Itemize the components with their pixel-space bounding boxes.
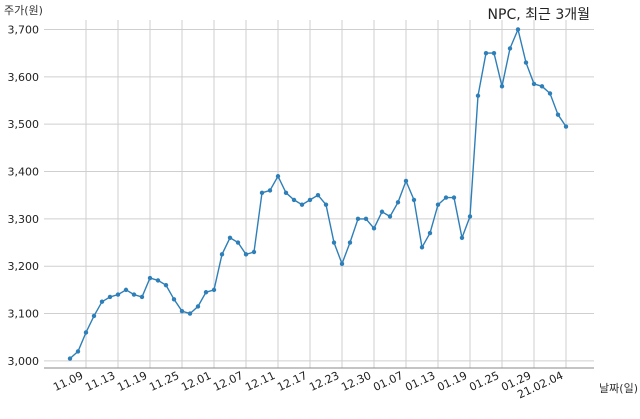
data-point bbox=[267, 188, 273, 193]
data-point bbox=[379, 209, 385, 214]
data-point bbox=[91, 313, 97, 319]
y-tick-label: 3,200 bbox=[8, 260, 40, 273]
data-point bbox=[83, 330, 89, 335]
x-tick-label: 11.13 bbox=[83, 369, 117, 394]
data-point bbox=[283, 190, 289, 196]
x-tick-label: 12.23 bbox=[307, 369, 341, 394]
x-axis-label: 날짜(일) bbox=[599, 382, 638, 395]
data-point bbox=[99, 299, 105, 304]
data-point bbox=[275, 174, 281, 179]
x-tick-label: 11.19 bbox=[115, 369, 149, 394]
data-point bbox=[515, 27, 521, 32]
data-point bbox=[419, 245, 425, 250]
y-tick-label: 3,600 bbox=[8, 71, 40, 84]
data-point bbox=[67, 356, 73, 361]
data-point bbox=[323, 202, 329, 207]
data-point bbox=[531, 81, 537, 87]
data-point bbox=[75, 349, 81, 354]
data-point bbox=[507, 46, 513, 51]
data-point bbox=[187, 311, 193, 316]
data-point bbox=[427, 230, 433, 236]
x-tick-label: 11.25 bbox=[147, 369, 181, 394]
x-tick-label: 01.19 bbox=[435, 369, 469, 394]
data-point bbox=[243, 252, 249, 257]
data-point bbox=[123, 287, 129, 293]
data-point bbox=[339, 261, 345, 267]
data-point bbox=[235, 240, 241, 245]
data-point bbox=[403, 178, 409, 184]
data-point bbox=[475, 93, 481, 98]
data-point bbox=[179, 308, 185, 314]
data-point bbox=[443, 195, 449, 200]
data-point bbox=[523, 60, 529, 65]
data-point bbox=[171, 297, 177, 302]
x-tick-label: 12.30 bbox=[339, 369, 373, 394]
data-point bbox=[435, 202, 441, 207]
data-point bbox=[355, 216, 361, 222]
data-point bbox=[163, 282, 169, 288]
data-point bbox=[203, 290, 209, 295]
data-point bbox=[259, 190, 265, 196]
y-tick-label: 3,100 bbox=[8, 308, 40, 321]
data-point bbox=[363, 216, 369, 222]
x-tick-label: 12.07 bbox=[211, 369, 245, 394]
data-point bbox=[563, 124, 569, 129]
x-tick-label: 12.17 bbox=[275, 369, 309, 394]
data-point bbox=[539, 84, 545, 89]
data-point bbox=[483, 50, 489, 56]
chart-title: NPC, 최근 3개월 bbox=[487, 7, 590, 23]
y-tick-label: 3,700 bbox=[8, 23, 40, 36]
data-point bbox=[411, 197, 417, 203]
data-point bbox=[395, 200, 401, 205]
y-tick-label: 3,400 bbox=[8, 166, 40, 179]
data-point bbox=[251, 249, 257, 255]
data-point bbox=[387, 214, 393, 219]
y-axis-label: 주가(원) bbox=[4, 4, 43, 17]
data-point bbox=[315, 192, 321, 198]
data-point bbox=[467, 214, 473, 219]
data-point bbox=[331, 240, 337, 245]
x-tick-label: 12.01 bbox=[179, 369, 213, 394]
y-tick-label: 3,300 bbox=[8, 213, 40, 226]
data-point bbox=[139, 294, 145, 300]
data-point bbox=[459, 235, 465, 240]
data-point bbox=[547, 91, 553, 96]
data-point bbox=[155, 278, 161, 283]
y-tick-label: 3,500 bbox=[8, 118, 40, 131]
data-point bbox=[107, 294, 113, 300]
y-tick-label: 3,000 bbox=[8, 355, 40, 368]
data-point bbox=[211, 287, 217, 293]
data-point bbox=[555, 112, 561, 117]
x-tick-label: 01.25 bbox=[467, 369, 501, 394]
data-point bbox=[371, 226, 377, 231]
data-point bbox=[347, 240, 353, 245]
x-tick-label: 01.07 bbox=[371, 369, 405, 394]
data-point bbox=[219, 252, 225, 257]
data-point bbox=[147, 275, 153, 281]
data-point bbox=[499, 84, 505, 89]
data-point bbox=[299, 202, 305, 207]
data-point bbox=[291, 197, 297, 203]
data-point bbox=[115, 292, 121, 297]
data-point bbox=[307, 197, 313, 203]
data-point bbox=[491, 50, 497, 56]
x-tick-label: 12.11 bbox=[243, 369, 277, 394]
data-point bbox=[195, 304, 201, 309]
data-point bbox=[451, 195, 457, 200]
data-point bbox=[227, 235, 233, 240]
x-tick-label: 11.09 bbox=[51, 369, 85, 394]
data-point bbox=[131, 292, 137, 297]
x-tick-label: 01.13 bbox=[403, 369, 437, 394]
